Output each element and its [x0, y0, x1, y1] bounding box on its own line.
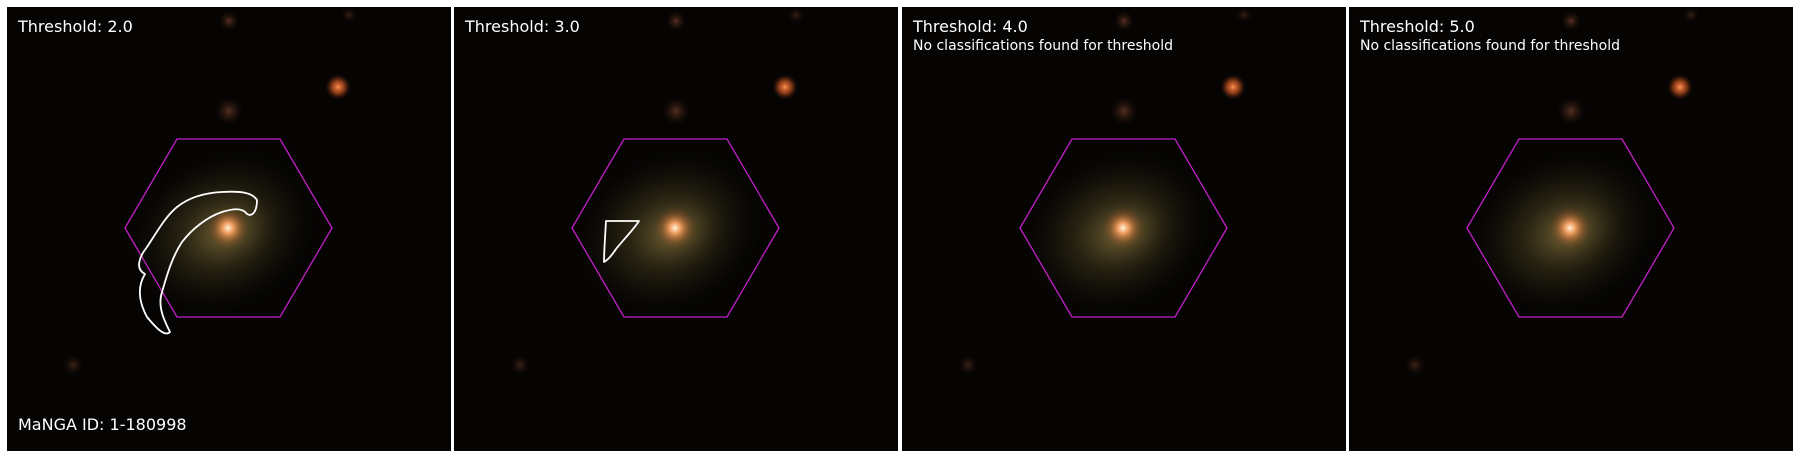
faint-source [341, 7, 357, 23]
foreground-star [1667, 74, 1693, 100]
galaxy-core [206, 206, 250, 250]
no-classifications-note: No classifications found for threshold [1360, 38, 1620, 54]
faint-source [63, 355, 83, 375]
foreground-star [1220, 74, 1246, 100]
faint-source [1110, 97, 1138, 125]
faint-source [666, 11, 686, 31]
faint-source [219, 11, 239, 31]
faint-source [1561, 11, 1581, 31]
galaxy-image [902, 7, 1346, 451]
ifu-hexagon [1466, 138, 1675, 318]
ifu-hexagon [124, 138, 333, 318]
faint-source [215, 97, 243, 125]
faint-source [1114, 11, 1134, 31]
ifu-hexagon [571, 138, 780, 318]
galaxy-panel-2: Threshold: 3.0 [454, 7, 898, 451]
galaxy-core [653, 206, 697, 250]
panel-title: Threshold: 5.0 [1360, 17, 1475, 36]
foreground-star [325, 74, 351, 100]
panel-title: Threshold: 4.0 [913, 17, 1028, 36]
classification-contour [603, 220, 640, 263]
galaxy-image [1349, 7, 1793, 451]
galaxy-image [7, 7, 451, 451]
galaxy-panel-1: Threshold: 2.0 MaNGA ID: 1-180998 [7, 7, 451, 451]
galaxy-image [454, 7, 898, 451]
galaxy-core [1101, 206, 1145, 250]
galaxy-core [1548, 206, 1592, 250]
faint-source [788, 7, 804, 23]
faint-source [1683, 7, 1699, 23]
faint-source [1236, 7, 1252, 23]
panel-title: Threshold: 3.0 [465, 17, 580, 36]
classification-contour [138, 190, 258, 335]
faint-source [510, 355, 530, 375]
faint-source [1405, 355, 1425, 375]
galaxy-panel-4: Threshold: 5.0 No classifications found … [1349, 7, 1793, 451]
galaxy-panel-3: Threshold: 4.0 No classifications found … [902, 7, 1346, 451]
faint-source [958, 355, 978, 375]
manga-id-label: MaNGA ID: 1-180998 [18, 415, 187, 434]
panel-title: Threshold: 2.0 [18, 17, 133, 36]
faint-source [662, 97, 690, 125]
ifu-hexagon [1019, 138, 1228, 318]
foreground-star [772, 74, 798, 100]
faint-source [1557, 97, 1585, 125]
no-classifications-note: No classifications found for threshold [913, 38, 1173, 54]
